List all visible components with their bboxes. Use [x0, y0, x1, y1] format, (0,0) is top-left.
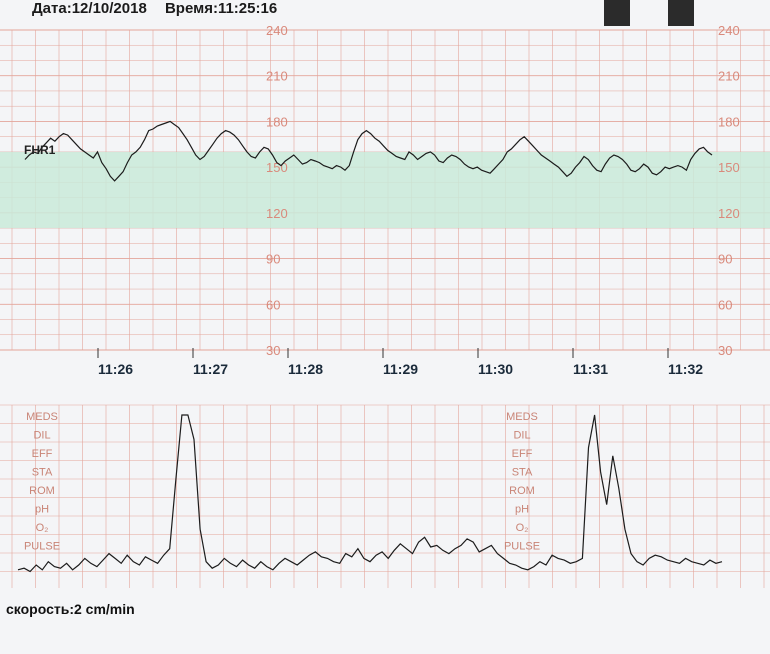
y-tick-label-right: 150	[718, 160, 740, 175]
y-tick-label-left: 240	[266, 23, 288, 38]
speed-label: скорость:2 cm/min	[6, 601, 135, 617]
y-tick-label-left: 180	[266, 114, 288, 129]
date-label: Дата:12/10/2018	[32, 0, 147, 17]
row-label: O₂	[36, 522, 49, 534]
row-label: DIL	[33, 430, 50, 442]
row-label: MEDS	[506, 411, 538, 423]
y-tick-label-left: 210	[266, 69, 288, 84]
y-tick-label-left: 60	[266, 297, 280, 312]
x-tick-label: 11:26	[98, 361, 133, 377]
y-tick-label-left: 90	[266, 252, 280, 267]
marker-square	[668, 0, 694, 26]
row-label: STA	[32, 467, 53, 479]
toco-chart: MEDS DIL EFF STA ROM pH O₂ PULSE MEDS DIL EFF STA RO…	[0, 404, 770, 588]
fhr-series-label: FHR1	[24, 143, 56, 157]
x-tick-label: 11:32	[668, 361, 703, 377]
row-label: EFF	[512, 448, 533, 460]
x-tick-label: 11:28	[288, 361, 323, 377]
y-tick-label-right: 180	[718, 114, 740, 129]
y-tick-label-right: 210	[718, 69, 740, 84]
y-tick-label-right: 240	[718, 23, 740, 38]
row-label: PULSE	[24, 541, 60, 553]
y-tick-label-left: 120	[266, 206, 288, 221]
marker-square	[604, 0, 630, 26]
x-tick-label: 11:30	[478, 361, 513, 377]
row-label: ROM	[509, 485, 535, 497]
row-label: pH	[35, 504, 49, 516]
x-tick-label: 11:27	[193, 361, 228, 377]
y-tick-label-right: 60	[718, 297, 732, 312]
normal-range-band	[0, 151, 770, 229]
row-label: EFF	[32, 448, 53, 460]
row-label: PULSE	[504, 541, 540, 553]
y-tick-label-left: 30	[266, 343, 280, 358]
header: Дата:12/10/2018 Время:11:25:16	[32, 0, 291, 17]
y-tick-label-right: 120	[718, 206, 740, 221]
fhr-trace	[24, 120, 713, 182]
time-label: Время:11:25:16	[164, 0, 278, 17]
x-tick-label: 11:31	[573, 361, 608, 377]
row-label: ROM	[29, 485, 55, 497]
row-label: DIL	[513, 430, 530, 442]
fhr-chart: 2402101801501209060302402101801501209060…	[0, 23, 770, 377]
x-tick-label: 11:29	[383, 361, 418, 377]
row-label: pH	[515, 504, 529, 516]
y-tick-label-right: 90	[718, 252, 732, 267]
row-label: MEDS	[26, 411, 58, 423]
y-tick-label-right: 30	[718, 343, 732, 358]
row-label: STA	[512, 467, 533, 479]
toco-trace	[17, 414, 723, 573]
row-label: O₂	[516, 522, 529, 534]
